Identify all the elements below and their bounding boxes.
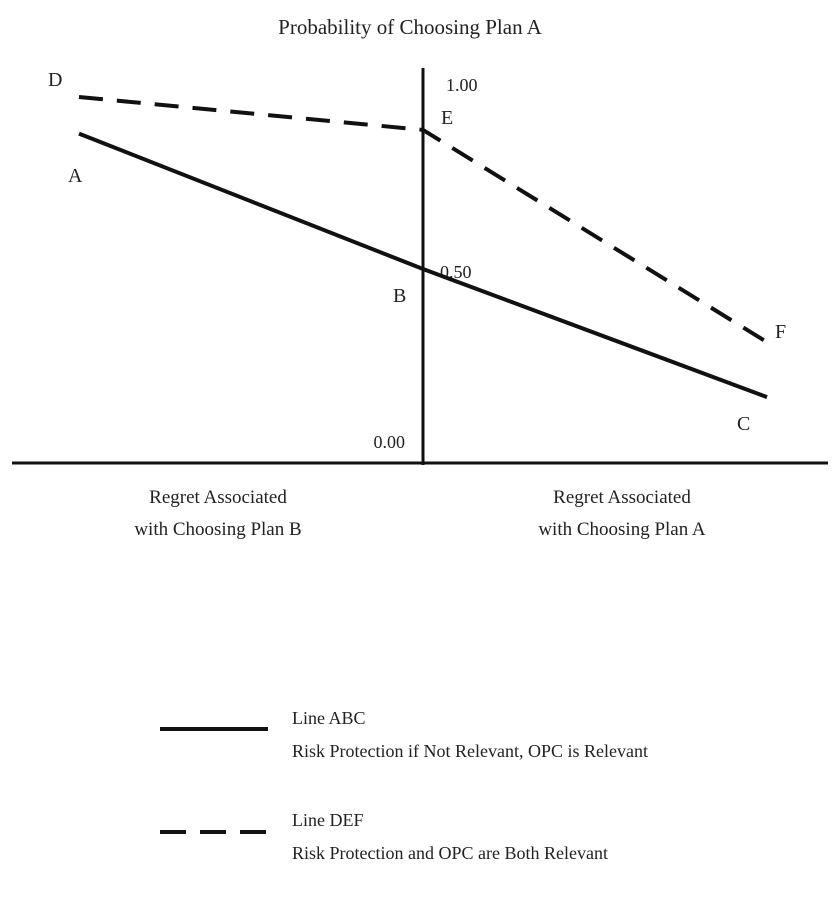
y-tick-label-1: 1.00 <box>446 75 478 95</box>
x-left-label-line2: with Choosing Plan B <box>134 519 301 540</box>
point-label-d: D <box>48 69 62 91</box>
point-label-f: F <box>775 321 786 343</box>
legend-title-abc: Line ABC <box>292 708 366 728</box>
y-tick-label-0: 0.00 <box>374 432 406 452</box>
series-line-abc <box>78 131 768 399</box>
point-label-b: B <box>393 285 406 307</box>
legend-desc-abc: Risk Protection if Not Relevant, OPC is … <box>292 741 648 761</box>
series-line-def <box>78 95 769 344</box>
legend-title-def: Line DEF <box>292 810 364 830</box>
legend-desc-def: Risk Protection and OPC are Both Relevan… <box>292 843 608 863</box>
point-label-a: A <box>68 165 83 187</box>
point-label-e: E <box>441 107 453 129</box>
point-label-c: C <box>737 413 750 435</box>
legend: Line ABC Risk Protection if Not Relevant… <box>160 708 648 863</box>
x-left-label-line1: Regret Associated <box>149 487 287 508</box>
chart-title: Probability of Choosing Plan A <box>278 15 543 39</box>
x-right-label-line1: Regret Associated <box>553 487 691 508</box>
x-right-label-line2: with Choosing Plan A <box>538 519 706 540</box>
